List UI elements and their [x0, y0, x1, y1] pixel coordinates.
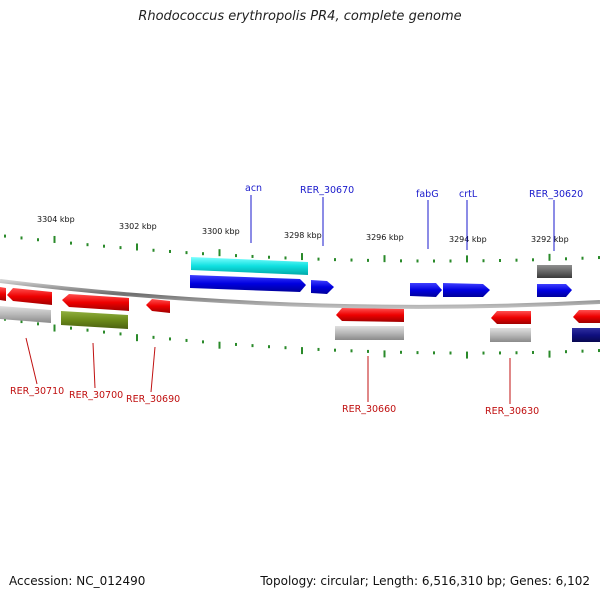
gene-feature-rer-30620-pseudo[interactable] [537, 265, 572, 278]
scale-label: 3302 kbp [119, 222, 157, 231]
gene-label-rer-30700[interactable]: RER_30700 [69, 390, 123, 401]
map-title: Rhodococcus erythropolis PR4, complete g… [138, 9, 462, 24]
scale-label: 3304 kbp [37, 215, 75, 224]
gene-feature-rer-30660[interactable] [336, 308, 404, 322]
gene-feature-rer-30710[interactable] [7, 288, 52, 305]
gene-label-fabg[interactable]: fabG [416, 189, 439, 200]
gene-label-rer-30710[interactable]: RER_30710 [10, 386, 64, 397]
gene-feature-rer-30700-pseudo[interactable] [61, 311, 128, 329]
gene-feature-acn[interactable] [190, 275, 306, 292]
bottom-leader-lines [25, 337, 511, 404]
gene-label-rer-30690[interactable]: RER_30690 [126, 394, 180, 405]
accession-text: Accession: NC_012490 [9, 574, 146, 588]
scale-label: 3300 kbp [202, 227, 240, 236]
gene-feature-crtl[interactable] [443, 283, 490, 297]
gene-label-rer-30630[interactable]: RER_30630 [485, 406, 539, 417]
gene-feature-rer-30630[interactable] [491, 311, 531, 324]
gene-label-rer-30670[interactable]: RER_30670 [300, 185, 354, 196]
gene-label-rer-30620[interactable]: RER_30620 [529, 189, 583, 200]
gene-label-rer-30660[interactable]: RER_30660 [342, 404, 396, 415]
topology-text: Topology: circular; Length: 6,516,310 bp… [260, 574, 590, 588]
scale-label: 3296 kbp [366, 233, 404, 242]
gene-feature-left-fragment[interactable] [0, 287, 6, 301]
scale-label: 3294 kbp [449, 235, 487, 244]
gene-feature-right-navy[interactable] [572, 328, 600, 342]
top-leader-lines [250, 195, 555, 251]
upper-scale-ticks [4, 234, 600, 263]
genome-backbone [0, 279, 600, 309]
gene-feature-rer-30690[interactable] [146, 299, 170, 313]
gene-feature-rer-30670[interactable] [311, 280, 334, 294]
gene-label-crtl[interactable]: crtL [459, 189, 478, 200]
gene-feature-right-red[interactable] [573, 310, 600, 323]
gene-feature-fabg[interactable] [410, 283, 442, 297]
gene-feature-rer-30620[interactable] [537, 284, 572, 297]
scale-label: 3292 kbp [531, 235, 569, 244]
gene-feature-rer-30660-pseudo[interactable] [335, 326, 404, 340]
gene-feature-rer-30710-pseudo[interactable] [0, 306, 51, 323]
gene-label-acn[interactable]: acn [245, 183, 262, 194]
scale-label: 3298 kbp [284, 231, 322, 240]
gene-feature-rer-30700[interactable] [62, 294, 129, 311]
gene-feature-acn-rna[interactable] [191, 257, 308, 275]
gene-feature-rer-30630-pseudo[interactable] [490, 328, 531, 342]
